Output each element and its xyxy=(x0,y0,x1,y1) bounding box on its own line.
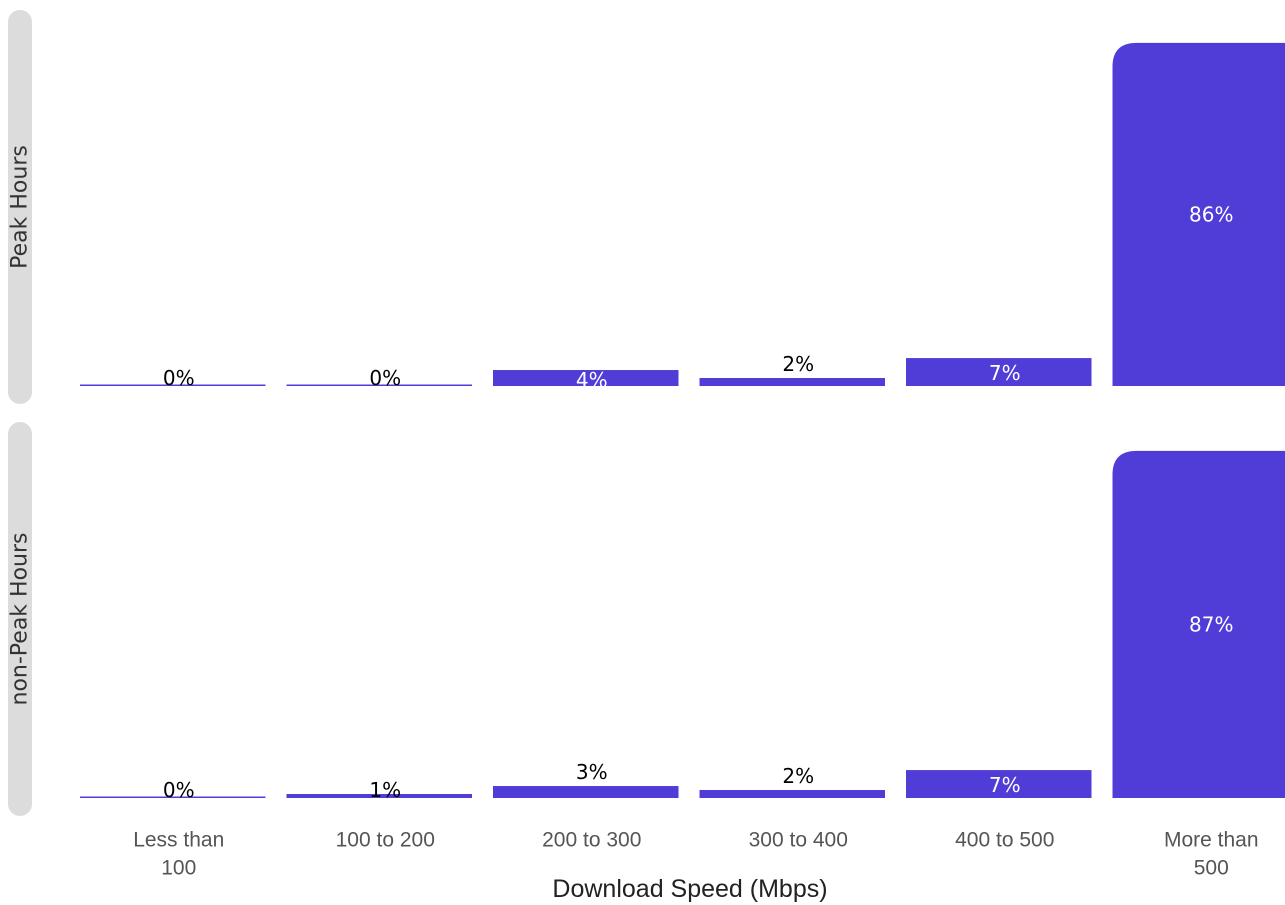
bar xyxy=(699,378,885,386)
bar xyxy=(906,358,1092,386)
facet-label: non-Peak Hours xyxy=(8,533,33,706)
data-label: 1% xyxy=(369,778,401,802)
data-label: 2% xyxy=(782,352,814,376)
facet-strip xyxy=(8,422,32,816)
data-label: 87% xyxy=(1189,612,1233,636)
bar xyxy=(286,794,472,798)
x-axis-title: Download Speed (Mbps) xyxy=(552,875,827,903)
bar xyxy=(493,370,679,386)
data-label: 3% xyxy=(576,760,608,784)
bar xyxy=(286,384,472,386)
bar xyxy=(699,790,885,798)
bar xyxy=(906,770,1092,798)
data-label: 0% xyxy=(163,778,195,802)
bar xyxy=(80,384,266,386)
data-label: 7% xyxy=(989,361,1021,385)
category-label: 200 to 300 xyxy=(542,829,641,852)
data-label: 86% xyxy=(1189,202,1233,226)
facet-label: Peak Hours xyxy=(8,145,33,269)
category-label: More than xyxy=(1164,829,1259,852)
category-label: 400 to 500 xyxy=(955,829,1054,852)
data-label: 0% xyxy=(163,366,195,390)
data-label: 0% xyxy=(369,366,401,390)
bar xyxy=(493,786,679,798)
bar xyxy=(1112,42,1285,387)
category-label: 100 to 200 xyxy=(336,829,435,852)
data-label: 2% xyxy=(782,764,814,788)
data-label: 4% xyxy=(576,368,608,392)
facet-strip xyxy=(8,10,32,404)
category-label: 500 xyxy=(1194,857,1229,880)
category-label: 100 xyxy=(161,857,196,880)
bar xyxy=(1112,450,1285,798)
category-label: Less than xyxy=(133,829,224,852)
bar xyxy=(80,796,266,798)
data-label: 7% xyxy=(989,773,1021,797)
category-label: 300 to 400 xyxy=(749,829,848,852)
